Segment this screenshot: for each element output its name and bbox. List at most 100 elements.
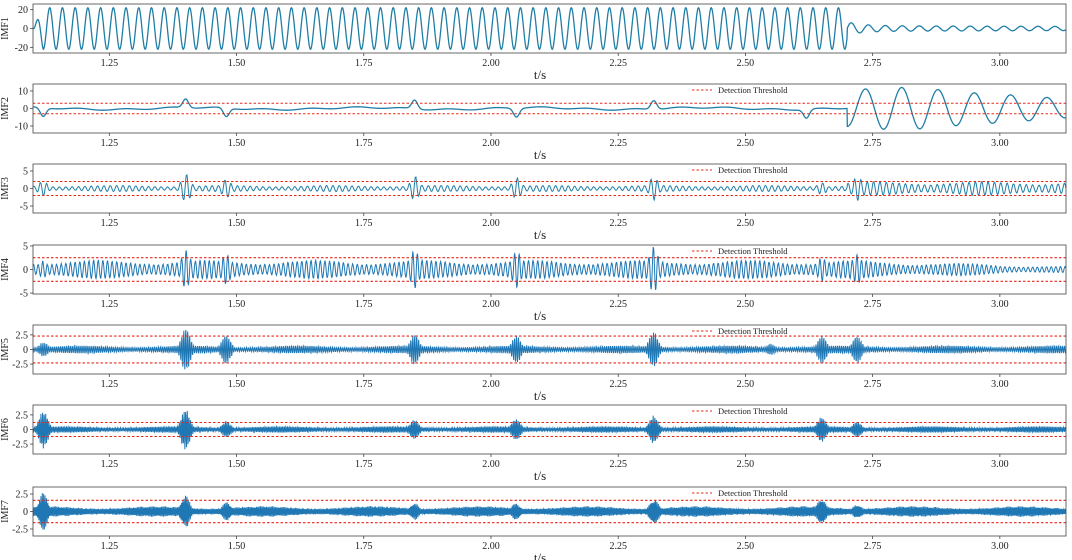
y-axis-label: IMF3 [0,177,11,200]
x-tick-label: 1.75 [355,218,373,229]
x-tick-label: 1.25 [101,138,119,149]
x-tick-label: 2.25 [609,459,627,470]
x-tick-label: 2.50 [737,299,755,310]
x-axis-label: t/s [534,147,546,162]
legend-threshold-label: Detection Threshold [718,85,788,95]
x-tick-label: 3.00 [991,379,1009,390]
x-tick-label: 1.50 [228,58,246,69]
x-tick-label: 2.75 [864,138,882,149]
x-axis-label: t/s [534,67,546,82]
x-tick-label: 1.50 [228,299,246,310]
x-tick-label: 2.25 [609,218,627,229]
x-tick-label: 1.50 [228,459,246,470]
x-tick-label: 1.25 [101,459,119,470]
imf-panel-3: Detection Threshold -5 0 5 IMF3 1.25 1.50 1.75 2… [0,163,1067,242]
y-tick-label: -5 [20,289,28,300]
x-tick-label: 2.00 [482,541,500,552]
y-tick-label: -5 [20,202,28,213]
x-tick-label: 2.75 [864,299,882,310]
x-tick-label: 2.00 [482,459,500,470]
legend-threshold-label: Detection Threshold [718,246,788,256]
x-tick-label: 1.75 [355,138,373,149]
x-tick-label: 2.25 [609,58,627,69]
y-tick-label: 5 [23,241,28,252]
x-axis-label: t/s [534,468,546,483]
x-axis-label: t/s [534,550,546,560]
y-axis-label: IMF5 [0,338,11,361]
imf-signal-line [33,246,1066,290]
x-tick-label: 2.00 [482,379,500,390]
x-tick-label: 3.00 [991,218,1009,229]
x-tick-label: 3.00 [991,459,1009,470]
x-tick-label: 2.25 [609,379,627,390]
x-tick-label: 1.25 [101,58,119,69]
x-tick-label: 1.75 [355,299,373,310]
x-tick-label: 1.75 [355,58,373,69]
imf-panel-5: Detection Threshold -2.5 0 2.5 IMF5 1.25 1.50 1… [0,324,1067,403]
imf-panel-7: Detection Threshold -2.5 0 2.5 IMF7 1.25 1.50 1… [0,486,1067,560]
x-tick-label: 3.00 [991,138,1009,149]
x-tick-label: 2.50 [737,58,755,69]
y-axis-label: IMF1 [0,17,11,40]
x-tick-label: 2.50 [737,541,755,552]
y-tick-label: 2.5 [16,330,29,341]
y-tick-label: -10 [15,122,28,133]
y-tick-label: -2.5 [12,360,28,371]
y-tick-label: -2.5 [12,440,28,451]
y-tick-label: 2.5 [16,410,29,421]
x-tick-label: 2.75 [864,58,882,69]
y-tick-label: 10 [18,87,28,98]
x-tick-label: 2.00 [482,138,500,149]
y-tick-label: 20 [18,5,28,16]
legend-threshold-label: Detection Threshold [718,488,788,498]
x-tick-label: 1.25 [101,541,119,552]
x-tick-label: 2.25 [609,138,627,149]
x-tick-label: 2.50 [737,218,755,229]
x-tick-label: 1.50 [228,379,246,390]
y-tick-label: 2.5 [16,490,29,501]
imf-signal-line [33,173,1066,202]
y-axis-label: IMF2 [0,97,11,120]
x-tick-label: 1.50 [228,138,246,149]
legend-threshold-label: Detection Threshold [718,326,788,336]
x-tick-label: 2.75 [864,541,882,552]
x-tick-label: 2.50 [737,138,755,149]
x-tick-label: 1.75 [355,459,373,470]
x-tick-label: 2.50 [737,459,755,470]
x-tick-label: 1.25 [101,299,119,310]
x-tick-label: 1.75 [355,541,373,552]
x-tick-label: 3.00 [991,299,1009,310]
imf-panel-2: Detection Threshold -10 0 10 IMF2 1.25 1.50 1.7… [0,83,1067,162]
y-tick-label: -20 [15,43,28,54]
x-tick-label: 2.75 [864,379,882,390]
x-tick-label: 1.50 [228,541,246,552]
y-tick-label: -2.5 [12,525,28,536]
legend-threshold-label: Detection Threshold [718,406,788,416]
x-tick-label: 1.75 [355,379,373,390]
y-tick-label: 0 [23,104,28,115]
imf-signal-line [33,410,1066,450]
y-axis-label: IMF4 [0,258,11,281]
x-tick-label: 2.25 [609,299,627,310]
x-tick-label: 1.25 [101,379,119,390]
imf-signal-line [33,86,1066,130]
x-axis-label: t/s [534,227,546,242]
y-tick-label: 5 [23,167,28,178]
y-tick-label: 0 [23,265,28,276]
x-tick-label: 2.75 [864,218,882,229]
x-tick-label: 2.00 [482,299,500,310]
x-tick-label: 3.00 [991,541,1009,552]
imf-panel-1: -20 0 20 IMF1 1.25 1.50 1.75 2.00 2.25 2.50 2.75 3.… [0,3,1067,82]
x-tick-label: 2.25 [609,541,627,552]
imf-panel-4: Detection Threshold -5 0 5 IMF4 1.25 1.50 1.75 2… [0,241,1067,323]
y-tick-label: 0 [23,425,28,436]
x-axis-label: t/s [534,308,546,323]
y-tick-label: 0 [23,345,28,356]
x-tick-label: 1.50 [228,218,246,229]
x-tick-label: 3.00 [991,58,1009,69]
y-axis-label: IMF6 [0,418,11,441]
imf-signal-line [33,6,1066,51]
imf-signal-line [33,493,1066,530]
imf-signal-line [33,329,1066,370]
